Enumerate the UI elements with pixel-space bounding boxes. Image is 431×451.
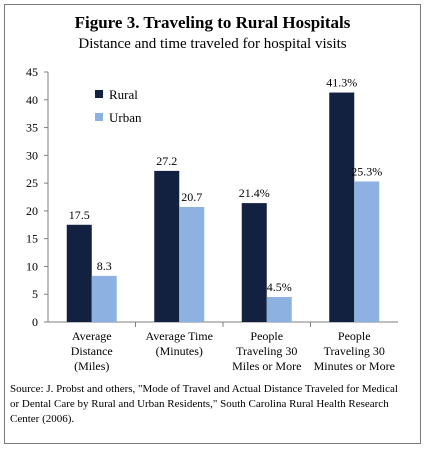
bar-urban [266, 297, 292, 322]
category-label: Average Time [146, 329, 213, 343]
legend-swatch-rural [95, 90, 103, 98]
data-label: 17.5 [69, 208, 90, 222]
data-label: 21.4% [239, 186, 270, 200]
data-label: 20.7 [181, 190, 202, 204]
category-label: Distance [71, 344, 113, 358]
y-tick-label: 30 [26, 148, 38, 162]
bar-urban [354, 181, 380, 322]
chart-subtitle: Distance and time traveled for hospital … [78, 36, 347, 52]
chart-title: Figure 3. Traveling to Rural Hospitals [74, 13, 351, 32]
source-note: Source: J. Probst and others, "Mode of T… [10, 383, 398, 425]
bar-rural [154, 170, 180, 322]
category-label: Traveling 30 [324, 344, 385, 358]
category-label: Miles or More [232, 359, 301, 373]
y-tick-label: 10 [26, 259, 38, 273]
legend-label: Urban [109, 110, 142, 125]
data-label: 27.2 [156, 154, 177, 168]
y-tick-label: 0 [32, 315, 38, 329]
category-label: People [250, 329, 283, 343]
bar-rural [66, 224, 92, 322]
bar-urban [179, 207, 205, 322]
category-label: Average [72, 329, 112, 343]
bar-rural [241, 203, 267, 322]
category-label: People [338, 329, 371, 343]
data-label: 8.3 [97, 259, 112, 273]
y-tick-label: 15 [26, 232, 38, 246]
y-tick-label: 5 [32, 287, 38, 301]
category-label: Traveling 30 [236, 344, 297, 358]
y-tick-label: 25 [26, 176, 38, 190]
y-tick-label: 35 [26, 121, 38, 135]
y-tick-label: 20 [26, 204, 38, 218]
y-tick-label: 40 [26, 93, 38, 107]
data-label: 41.3% [326, 76, 357, 90]
category-label: Minutes or More [314, 359, 395, 373]
data-label: 25.3% [351, 164, 382, 178]
bar-urban [91, 275, 117, 322]
data-label: 4.5% [267, 280, 292, 294]
category-label: (Miles) [74, 359, 109, 373]
y-tick-label: 45 [26, 65, 38, 79]
legend-label: Rural [109, 87, 138, 102]
category-label: (Minutes) [156, 344, 203, 358]
bar-rural [329, 92, 355, 322]
legend-swatch-urban [95, 113, 103, 121]
